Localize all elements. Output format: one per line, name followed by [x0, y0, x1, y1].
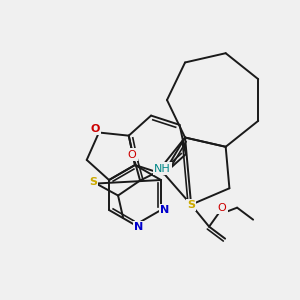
- Text: O: O: [128, 149, 136, 160]
- Text: S: S: [187, 200, 195, 210]
- Text: NH: NH: [154, 164, 170, 173]
- Text: O: O: [218, 203, 226, 213]
- Text: S: S: [89, 176, 97, 187]
- Text: N: N: [134, 222, 144, 232]
- Text: O: O: [90, 124, 100, 134]
- Text: N: N: [160, 205, 169, 215]
